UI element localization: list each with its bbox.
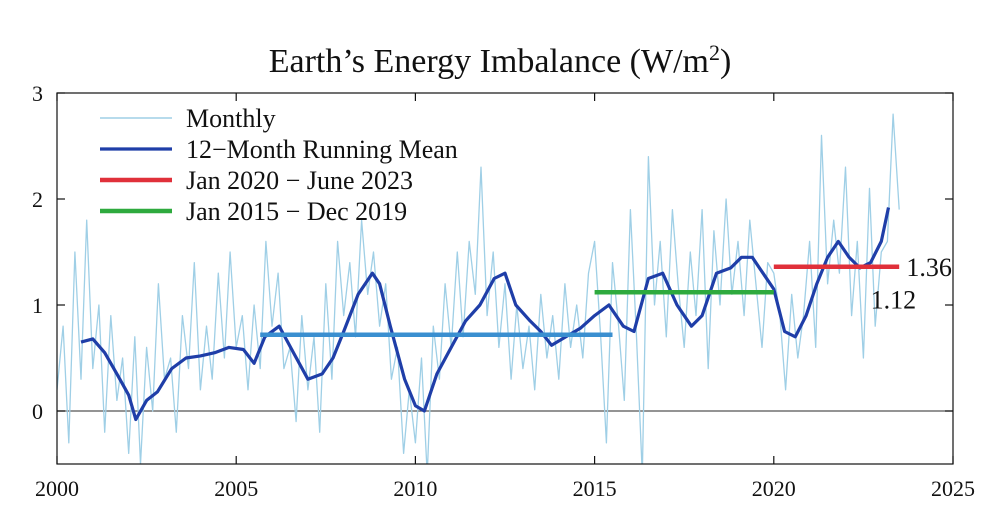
plot-frame [56,92,954,465]
chart-title: Earth’s Energy Imbalance (W/m2) [269,40,732,80]
x-tick-label: 2025 [931,476,975,501]
y-tick-label: 2 [32,187,43,212]
x-tick-label: 2010 [393,476,437,501]
axes: 2000 2005 2010 2015 2020 2025 0 1 2 3 [32,81,975,501]
legend-label: Monthly [186,104,276,133]
chart-title-main: Earth’s Energy Imbalance (W/m [269,43,709,80]
annotations: 1.36 1.12 [871,253,952,315]
legend-label: Jan 2015 − Dec 2019 [186,197,407,226]
series-monthly [57,113,900,464]
series-12-month-running-mean [80,207,891,422]
x-tick-label: 2015 [573,476,617,501]
legend-label: Jan 2020 − June 2023 [186,166,413,195]
data-label: 1.36 [906,253,952,282]
plot-area [57,113,953,464]
x-tick-label: 2005 [214,476,258,501]
x-tick-label: 2000 [35,476,79,501]
y-tick-label: 1 [32,293,43,318]
legend-label: 12−Month Running Mean [186,135,458,164]
y-tick-label: 0 [32,399,43,424]
x-tick-label: 2020 [752,476,796,501]
data-label: 1.12 [871,286,917,315]
chart-title-sup: 2 [709,40,720,65]
y-tick-label: 3 [32,81,43,106]
chart-title-close: ) [720,43,731,80]
